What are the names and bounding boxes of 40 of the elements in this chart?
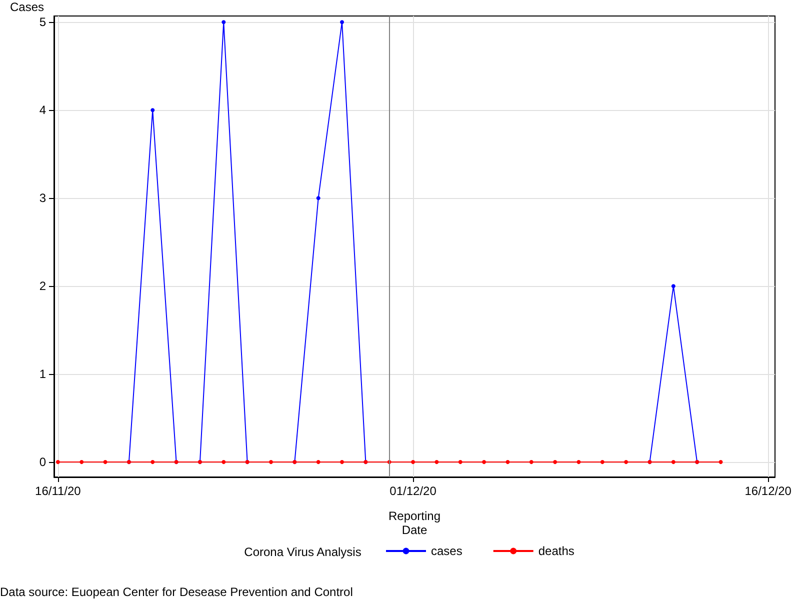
legend-title: Corona Virus Analysis [244,545,362,559]
point [103,460,108,464]
y-axis-title: Cases [10,0,44,14]
y-tick-label: 2 [39,279,46,294]
point [506,460,510,464]
point [56,460,60,464]
point [482,460,486,464]
point [624,460,628,464]
point [411,460,416,464]
point [553,460,558,464]
y-tick-label: 3 [39,191,46,206]
point [80,460,84,464]
y-tick-label: 1 [39,367,46,382]
point [222,20,226,24]
point [222,460,226,464]
point [600,460,604,464]
point [150,460,155,464]
x-tick-label: 16/11/20 [35,484,82,498]
point [458,460,462,464]
legend-label: deaths [538,544,574,558]
source-note: Data source: Euopean Center for Desease Prevention and Control [0,585,353,599]
point [340,460,344,464]
x-tick-label: 16/12/20 [744,484,792,498]
point [316,460,320,464]
point [340,20,344,24]
point [434,460,439,464]
point [268,460,273,464]
point [529,460,534,464]
y-tick-label: 5 [39,15,46,30]
y-tick-label: 0 [39,455,46,470]
y-tick-label: 4 [39,103,46,118]
legend-label: cases [431,544,462,558]
point [150,108,155,112]
point [671,284,676,288]
point [718,460,723,464]
point [671,460,676,464]
x-tick-label: 01/12/20 [390,484,437,498]
point [576,460,581,464]
point [316,196,320,200]
x-axis-title: Reporting Date [388,509,441,537]
